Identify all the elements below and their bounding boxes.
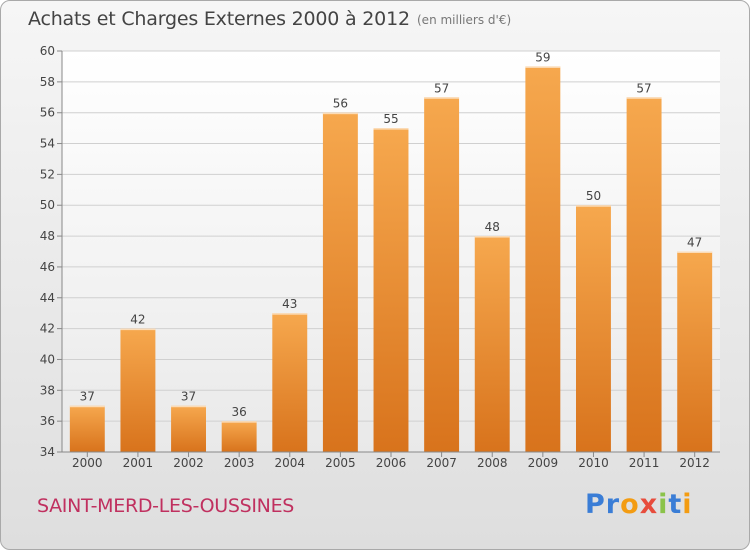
bar-highlight (374, 128, 409, 130)
logo-letter: x (640, 489, 658, 520)
chart-frame: Achats et Charges Externes 2000 à 2012 (… (0, 0, 750, 550)
bar-highlight (171, 406, 206, 408)
bar-highlight (677, 252, 712, 254)
bar (677, 252, 712, 453)
y-tick-label: 46 (40, 260, 55, 274)
bar (475, 236, 510, 452)
logo-letter: r (606, 489, 620, 520)
x-tick-label: 2001 (123, 456, 154, 470)
x-tick-label: 2002 (173, 456, 204, 470)
y-tick-label: 56 (40, 106, 55, 120)
bar-chart: 37 42 37 36 43 56 55 57 48 59 50 57 47 34 36 38 40 42 44 4… (1, 1, 750, 550)
bar (424, 97, 459, 452)
y-tick-label: 52 (40, 167, 55, 181)
x-tick-label: 2010 (578, 456, 609, 470)
data-label: 57 (636, 81, 651, 95)
data-label: 37 (80, 390, 95, 404)
bar (272, 313, 307, 452)
data-label: 48 (485, 220, 500, 234)
x-tick-label: 2005 (325, 456, 356, 470)
logo-letter: i (682, 489, 692, 520)
logo-letter: P (585, 489, 606, 520)
y-tick-label: 50 (40, 198, 55, 212)
x-tick-label: 2006 (376, 456, 407, 470)
bar (374, 128, 409, 452)
bar (525, 66, 560, 452)
data-label: 47 (687, 236, 702, 250)
y-tick-label: 60 (40, 44, 55, 58)
logo-letter: o (620, 489, 640, 520)
x-tick-label: 2011 (629, 456, 660, 470)
bar (171, 406, 206, 452)
x-tick-label: 2007 (426, 456, 457, 470)
data-label: 43 (282, 297, 297, 311)
bar-highlight (70, 406, 105, 408)
data-label: 37 (181, 390, 196, 404)
proxiti-logo: Proxiti (585, 489, 693, 520)
y-tick-label: 38 (40, 383, 55, 397)
bar (576, 205, 611, 452)
data-label: 55 (383, 112, 398, 126)
y-tick-label: 42 (40, 322, 55, 336)
bar-highlight (576, 205, 611, 207)
x-tick-label: 2003 (224, 456, 255, 470)
bar (323, 113, 358, 452)
logo-letter: i (658, 489, 668, 520)
bar (120, 329, 155, 452)
bar-highlight (272, 313, 307, 315)
y-tick-label: 34 (40, 445, 55, 459)
data-label: 56 (333, 97, 348, 111)
logo-letter: t (668, 489, 682, 520)
bar-highlight (424, 97, 459, 99)
y-tick-label: 44 (40, 291, 55, 305)
bar-highlight (323, 113, 358, 115)
y-tick-label: 36 (40, 414, 55, 428)
commune-name: SAINT-MERD-LES-OUSSINES (37, 495, 294, 517)
bar (70, 406, 105, 452)
x-tick-label: 2004 (274, 456, 305, 470)
data-label: 36 (232, 405, 247, 419)
bar-highlight (120, 329, 155, 331)
x-tick-label: 2012 (679, 456, 710, 470)
bar-highlight (475, 236, 510, 238)
data-label: 59 (535, 50, 550, 64)
data-label: 57 (434, 81, 449, 95)
y-tick-label: 48 (40, 229, 55, 243)
bar (627, 97, 662, 452)
x-tick-label: 2009 (528, 456, 559, 470)
bar-highlight (222, 421, 257, 423)
y-tick-label: 40 (40, 352, 55, 366)
data-label: 42 (130, 313, 145, 327)
x-tick-label: 2008 (477, 456, 508, 470)
x-tick-label: 2000 (72, 456, 103, 470)
y-tick-label: 54 (40, 137, 55, 151)
bar (222, 421, 257, 452)
data-label: 50 (586, 189, 601, 203)
bar-highlight (525, 66, 560, 68)
bar-highlight (627, 97, 662, 99)
y-tick-label: 58 (40, 75, 55, 89)
